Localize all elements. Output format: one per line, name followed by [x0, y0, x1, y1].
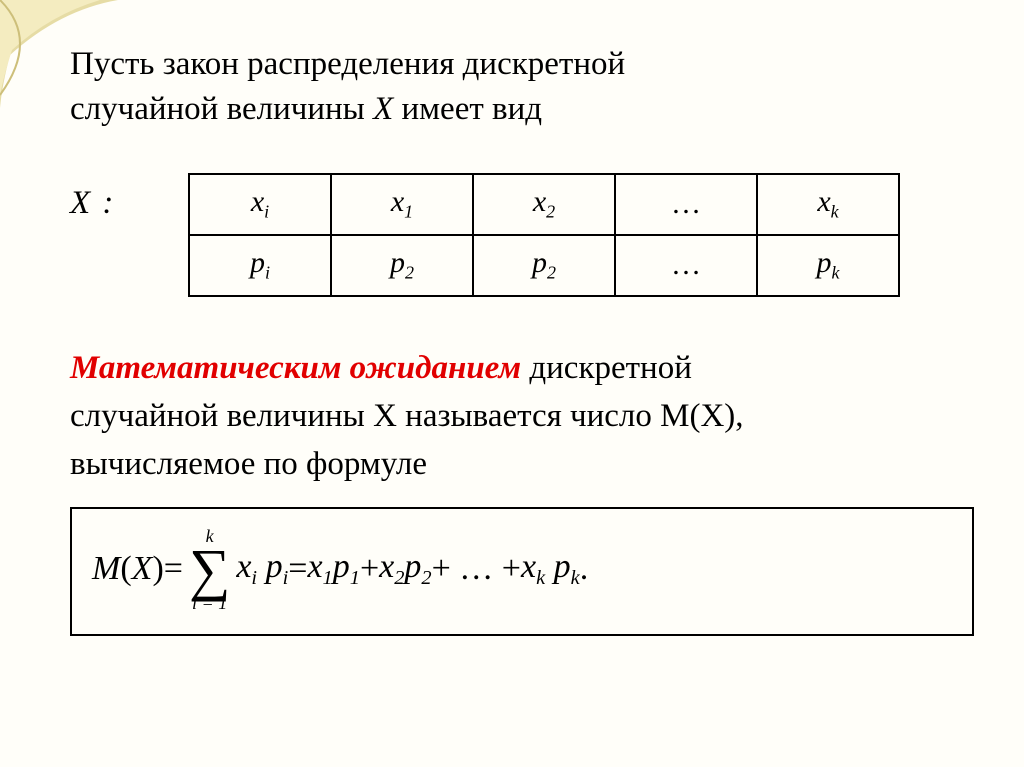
intro-X: X	[373, 91, 393, 127]
term-x1p1: x1p1	[307, 548, 360, 590]
intro-line2b: имеет вид	[393, 91, 542, 127]
sym-plus-dots: + … +	[432, 550, 521, 588]
sym-eq1: =	[164, 550, 183, 588]
term-xipi: xi pi	[236, 548, 288, 590]
table-row: pi p2 p2 … pk	[189, 235, 899, 296]
distribution-table: xi x1 x2 … xk pi p2 p2 … pk	[188, 173, 900, 297]
def-rest1: дискретной	[521, 350, 692, 386]
sym-paren-close: )	[152, 550, 163, 588]
sym-eq2: =	[288, 550, 307, 588]
intro-line1: Пусть закон распределения дискретной	[70, 46, 625, 82]
def-line3: вычисляемое по формуле	[70, 446, 427, 482]
def-line2: случайной величины X называется число M(…	[70, 398, 744, 434]
cell-x-1: x1	[331, 174, 473, 235]
cell-p-1: p2	[331, 235, 473, 296]
sigma-glyph: ∑	[189, 545, 230, 594]
cell-x-2: x2	[473, 174, 615, 235]
sym-X: X	[132, 550, 153, 588]
summation-icon: k ∑ i = 1	[189, 527, 230, 612]
distribution-table-block: X : xi x1 x2 … xk pi p2 p2 … pk	[70, 173, 964, 297]
cell-p-k: pk	[757, 235, 899, 296]
formula-box: M ( X ) = k ∑ i = 1 xi pi = x1p1 +	[70, 507, 974, 636]
intro-line2a: случайной величины	[70, 91, 373, 127]
table-row: xi x1 x2 … xk	[189, 174, 899, 235]
term-xkpk: xk pk	[521, 548, 580, 590]
definition-paragraph: Математическим ожиданием дискретной случ…	[70, 345, 964, 489]
intro-paragraph: Пусть закон распределения дискретной слу…	[70, 42, 964, 131]
expectation-formula: M ( X ) = k ∑ i = 1 xi pi = x1p1 +	[92, 527, 952, 612]
cell-x-i: xi	[189, 174, 331, 235]
content-area: Пусть закон распределения дискретной слу…	[70, 42, 964, 636]
slide: Пусть закон распределения дискретной слу…	[0, 0, 1024, 767]
cell-p-2: p2	[473, 235, 615, 296]
term-expectation: Математическим ожиданием	[70, 350, 521, 386]
table-prefix-X: X :	[70, 173, 188, 222]
sym-plus1: +	[360, 550, 379, 588]
cell-x-k: xk	[757, 174, 899, 235]
cell-p-dots: …	[615, 235, 757, 296]
sym-dot: .	[580, 550, 589, 588]
sym-M: M	[92, 550, 120, 588]
sym-paren-open: (	[120, 550, 131, 588]
cell-p-i: pi	[189, 235, 331, 296]
sum-lower: i = 1	[192, 594, 227, 612]
term-x2p2: x2p2	[379, 548, 432, 590]
cell-x-dots: …	[615, 174, 757, 235]
